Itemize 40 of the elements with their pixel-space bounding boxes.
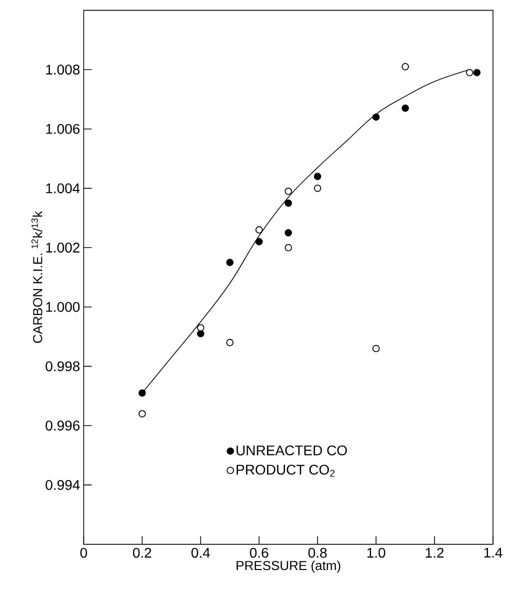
y-tick-label: 0.996 — [46, 420, 80, 431]
point — [226, 258, 234, 266]
y-axis-title: CARBON K.I.E. $^{12}$k/$^{13}$k — [31, 211, 42, 343]
point — [466, 68, 474, 76]
point — [255, 238, 263, 246]
point — [284, 229, 292, 236]
legend-label: PRODUCT CO$_{2}$ — [236, 464, 335, 477]
y-tick-label: 1.004 — [46, 183, 80, 194]
y-tick-label: 0.994 — [46, 480, 80, 490]
point — [314, 184, 322, 192]
point — [138, 389, 146, 397]
point — [372, 344, 380, 352]
x-tick-label: 0.4 — [191, 548, 210, 558]
point — [284, 244, 292, 252]
point — [284, 199, 292, 207]
point — [138, 410, 146, 418]
x-tick-label: 0.8 — [308, 548, 327, 558]
point — [196, 324, 204, 332]
y-tick-label: 1.008 — [46, 64, 80, 75]
point — [314, 172, 322, 180]
x-tick-label: 0.2 — [132, 548, 152, 558]
y-tick-label: 1.002 — [46, 242, 80, 253]
y-tick-label: 1.006 — [46, 124, 80, 134]
point — [372, 113, 380, 121]
x-axis-title: PRESSURE (atm) — [236, 560, 340, 573]
x-tick-label: 1.0 — [367, 548, 386, 558]
point — [284, 188, 292, 195]
point — [473, 68, 481, 76]
x-tick-label: 0 — [80, 548, 88, 558]
y-tick-label: 1.000 — [46, 302, 80, 312]
point — [402, 104, 409, 112]
point — [226, 338, 234, 346]
point — [402, 63, 409, 70]
legend-label: UNREACTED CO — [236, 445, 347, 456]
point — [196, 330, 204, 338]
x-tick-label: 1.2 — [426, 548, 444, 558]
x-tick-label: 1.4 — [484, 548, 502, 558]
point — [255, 226, 263, 234]
y-tick-label: 0.998 — [46, 361, 80, 372]
x-tick-label: 0.6 — [250, 548, 268, 558]
